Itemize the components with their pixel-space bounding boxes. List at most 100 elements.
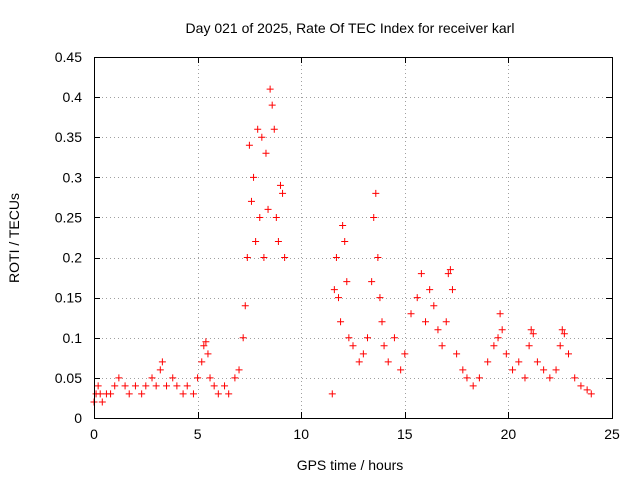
data-point bbox=[330, 286, 338, 294]
data-point bbox=[270, 125, 278, 133]
data-point bbox=[202, 338, 210, 346]
data-point bbox=[169, 374, 177, 382]
data-point bbox=[152, 382, 160, 390]
x-axis-label: GPS time / hours bbox=[297, 457, 404, 473]
data-point bbox=[430, 302, 438, 310]
x-tick-label: 5 bbox=[194, 426, 202, 442]
data-point bbox=[264, 205, 272, 213]
data-point bbox=[380, 342, 388, 350]
data-point bbox=[156, 366, 164, 374]
data-point bbox=[341, 238, 349, 246]
data-point bbox=[453, 350, 461, 358]
data-point bbox=[498, 326, 506, 334]
data-point bbox=[527, 326, 535, 334]
data-point bbox=[349, 342, 357, 350]
data-point bbox=[384, 358, 392, 366]
data-point bbox=[494, 334, 502, 342]
data-point bbox=[509, 366, 517, 374]
y-tick-label: 0.45 bbox=[55, 49, 82, 65]
data-point bbox=[235, 366, 243, 374]
data-point bbox=[390, 334, 398, 342]
data-point bbox=[552, 366, 560, 374]
y-tick-label: 0.05 bbox=[55, 370, 82, 386]
data-point bbox=[463, 374, 471, 382]
data-point bbox=[262, 149, 270, 157]
data-point bbox=[268, 101, 276, 109]
data-point bbox=[332, 254, 340, 262]
data-point bbox=[148, 374, 156, 382]
data-point bbox=[121, 382, 129, 390]
data-point bbox=[422, 318, 430, 326]
data-point bbox=[214, 390, 222, 398]
data-points bbox=[90, 85, 595, 406]
data-point bbox=[115, 374, 123, 382]
data-point bbox=[401, 350, 409, 358]
data-point bbox=[577, 382, 585, 390]
data-point bbox=[521, 374, 529, 382]
data-point bbox=[407, 310, 415, 318]
data-point bbox=[266, 85, 274, 93]
x-tick-label: 15 bbox=[397, 426, 413, 442]
data-point bbox=[254, 125, 262, 133]
data-point bbox=[444, 270, 452, 278]
data-point bbox=[397, 366, 405, 374]
x-tick-label: 20 bbox=[501, 426, 517, 442]
data-point bbox=[558, 326, 566, 334]
data-point bbox=[571, 374, 579, 382]
data-point bbox=[426, 286, 434, 294]
x-tick-label: 25 bbox=[604, 426, 620, 442]
y-tick-label: 0.4 bbox=[63, 89, 83, 105]
data-point bbox=[448, 286, 456, 294]
data-point bbox=[231, 374, 239, 382]
data-point bbox=[194, 374, 202, 382]
data-point bbox=[94, 382, 102, 390]
tick-labels: 0 5 10 15 20 25 0 0.05 0.1 0.15 0.2 0.25 0.3 0.35 0.4 0… bbox=[55, 49, 620, 442]
data-point bbox=[583, 386, 591, 394]
data-point bbox=[328, 390, 336, 398]
data-point bbox=[345, 334, 353, 342]
x-tick-label: 0 bbox=[90, 426, 98, 442]
data-point bbox=[183, 382, 191, 390]
y-axis-label: ROTI / TECUs bbox=[6, 193, 22, 283]
data-point bbox=[587, 390, 595, 398]
data-point bbox=[142, 382, 150, 390]
data-point bbox=[276, 181, 284, 189]
data-point bbox=[173, 382, 181, 390]
data-point bbox=[163, 382, 171, 390]
data-point bbox=[529, 330, 537, 338]
data-point bbox=[189, 390, 197, 398]
data-point bbox=[359, 350, 367, 358]
data-point bbox=[225, 390, 233, 398]
data-point bbox=[442, 318, 450, 326]
data-point bbox=[281, 254, 289, 262]
data-point bbox=[258, 133, 266, 141]
grid-lines bbox=[94, 57, 612, 418]
data-point bbox=[533, 358, 541, 366]
data-point bbox=[490, 342, 498, 350]
data-point bbox=[198, 358, 206, 366]
data-point bbox=[343, 278, 351, 286]
data-point bbox=[107, 390, 115, 398]
y-tick-label: 0.35 bbox=[55, 129, 82, 145]
data-point bbox=[98, 398, 106, 406]
data-point bbox=[260, 254, 268, 262]
data-point bbox=[241, 302, 249, 310]
y-tick-label: 0.1 bbox=[63, 330, 83, 346]
data-point bbox=[206, 374, 214, 382]
data-point bbox=[378, 318, 386, 326]
data-point bbox=[446, 266, 454, 274]
data-point bbox=[221, 382, 229, 390]
data-point bbox=[484, 358, 492, 366]
data-point bbox=[337, 318, 345, 326]
data-point bbox=[256, 213, 264, 221]
data-point bbox=[138, 390, 146, 398]
data-point bbox=[96, 390, 104, 398]
chart-title: Day 021 of 2025, Rate Of TEC Index for r… bbox=[186, 20, 515, 36]
data-point bbox=[370, 213, 378, 221]
data-point bbox=[368, 278, 376, 286]
data-point bbox=[250, 173, 258, 181]
data-point bbox=[279, 189, 287, 197]
data-point bbox=[274, 238, 282, 246]
